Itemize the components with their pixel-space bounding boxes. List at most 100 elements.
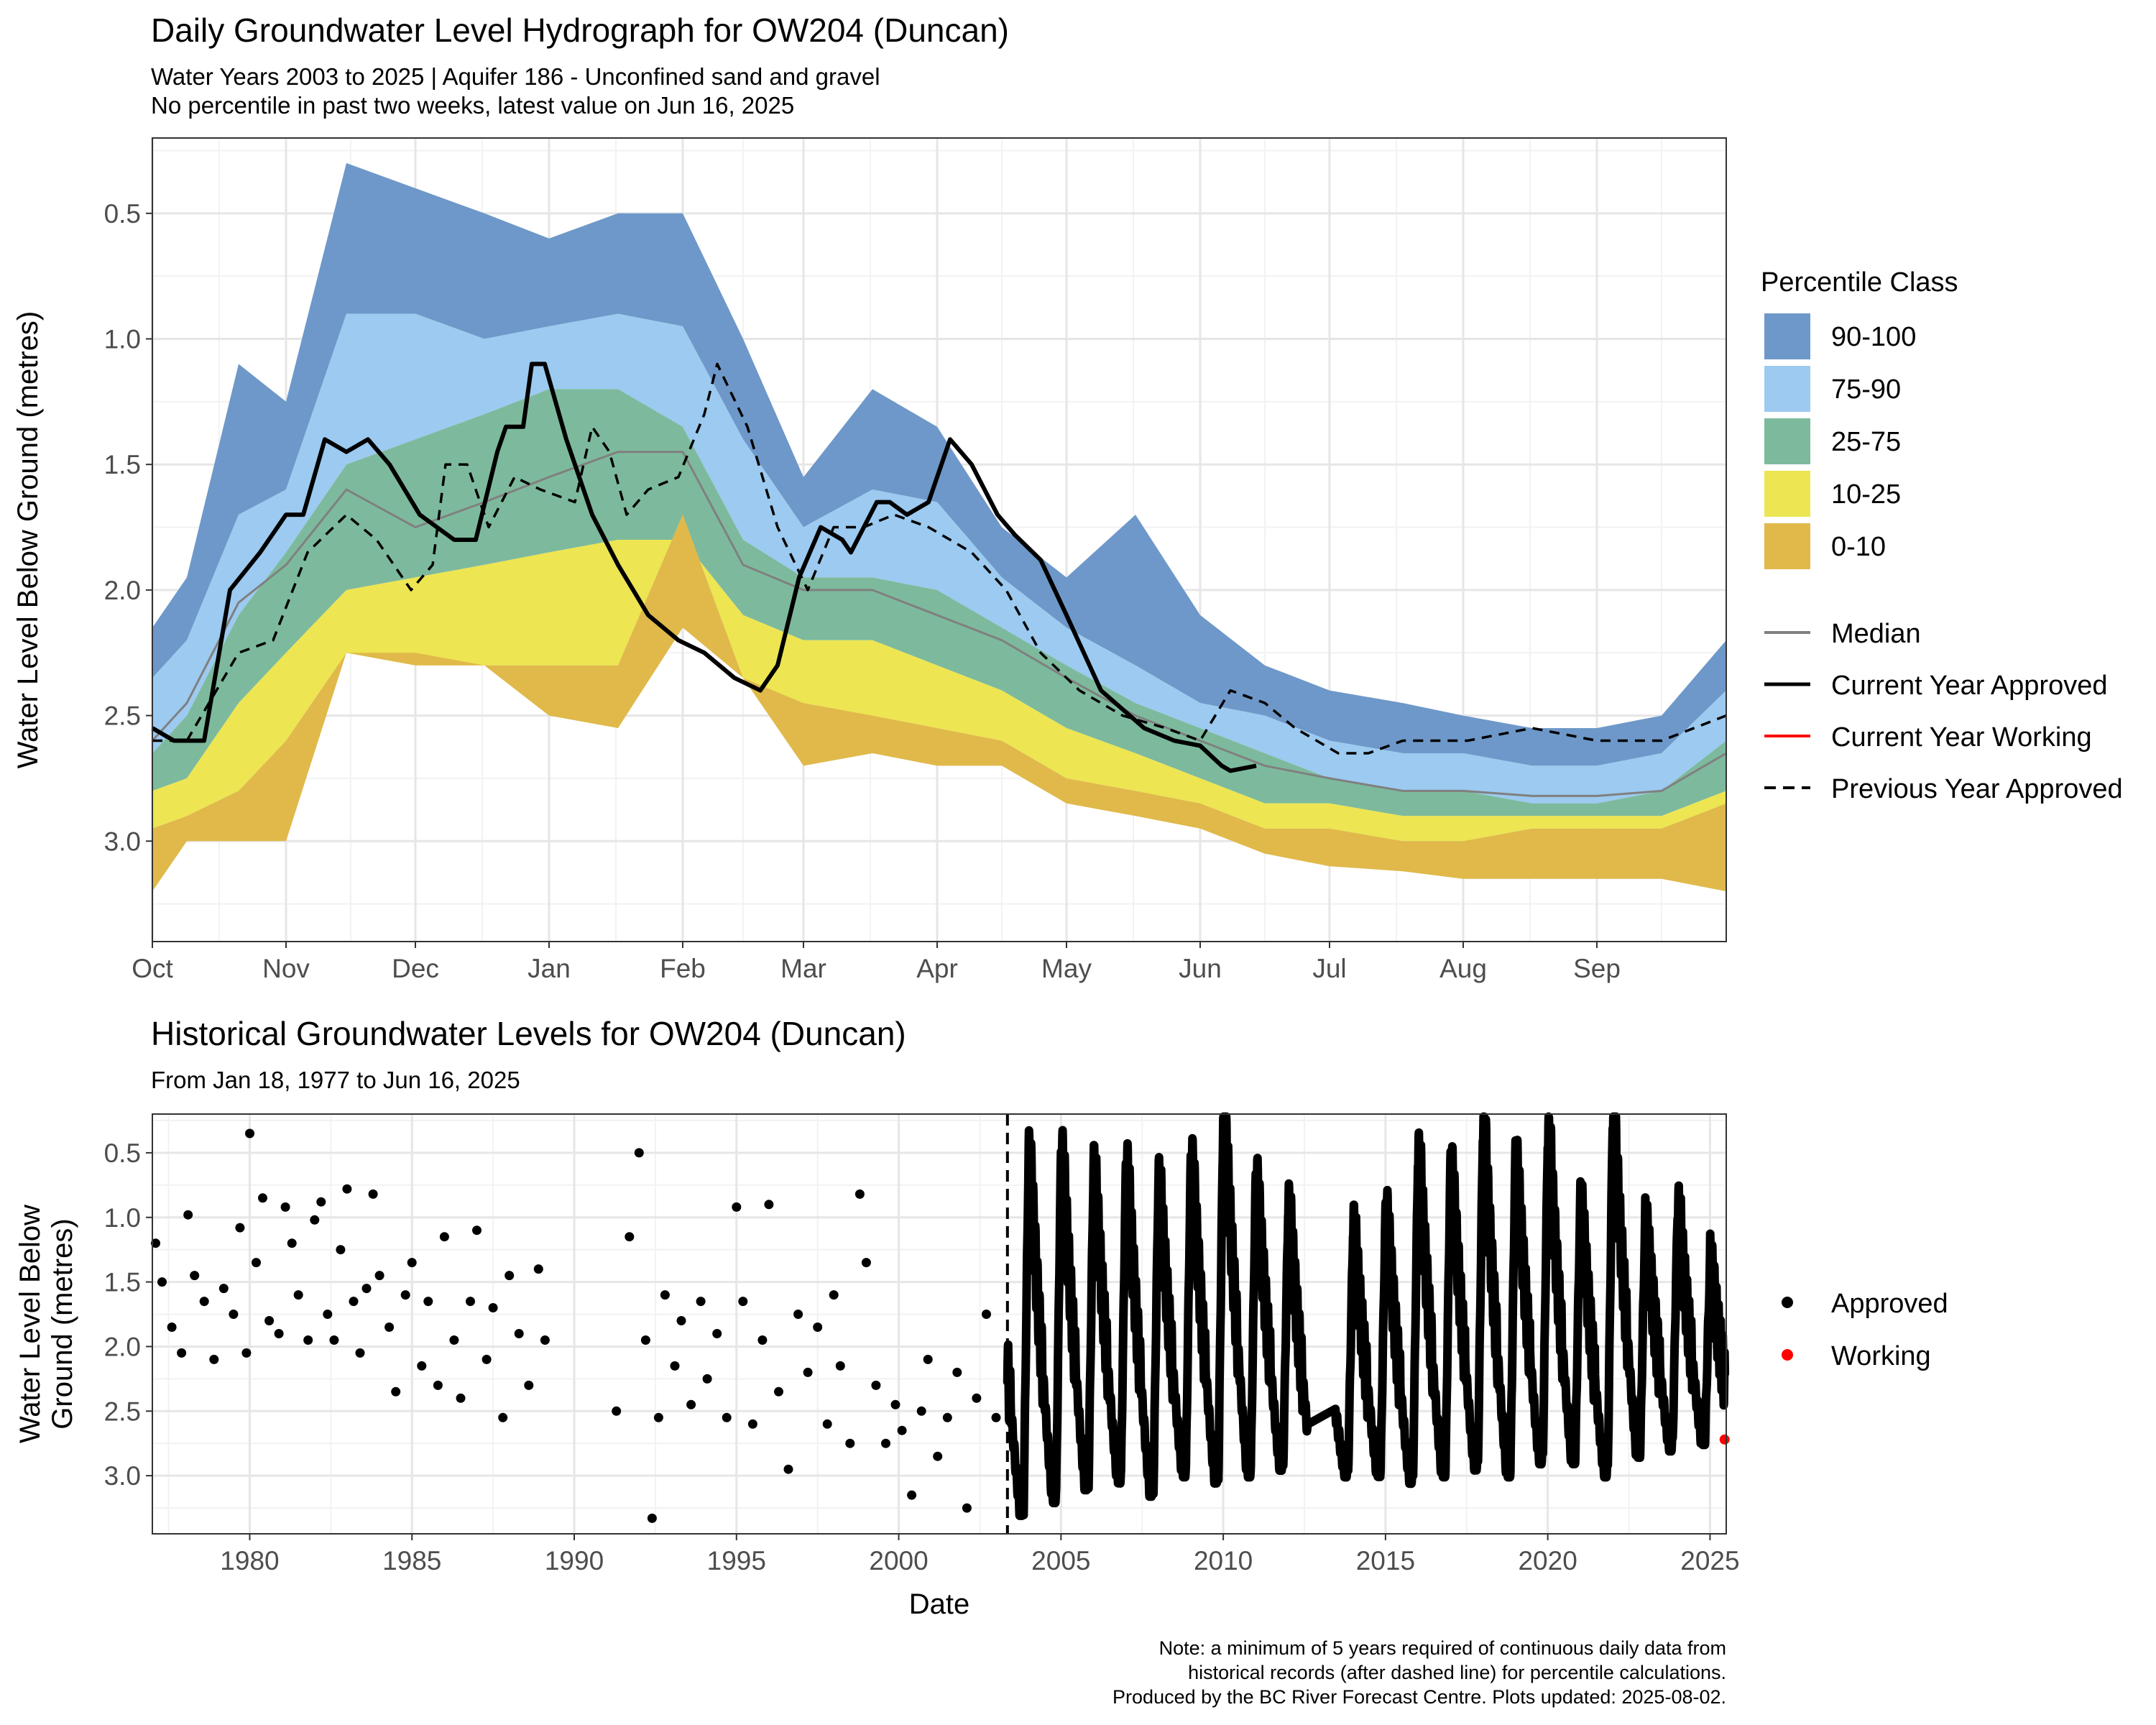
approved-point [881,1438,890,1448]
approved-point [449,1335,459,1345]
bottom-plot-border [152,1113,1727,1535]
approved-point [991,1412,1001,1422]
approved-point [391,1386,401,1397]
approved-point [241,1348,252,1358]
bottom-y-tick-label: 1.0 [104,1203,141,1233]
bottom-chart-subtitle: From Jan 18, 1977 to Jun 16, 2025 [151,1067,520,1093]
approved-point [907,1490,917,1500]
band-75-90 [152,313,1726,804]
legend-label-10-25: 10-25 [1831,479,1901,510]
bottom-x-tick-label: 1995 [707,1546,766,1576]
top-x-tick-label: Mar [780,954,826,983]
approved-point [355,1348,365,1358]
legend-label-current-year-approved: Current Year Approved [1831,671,2108,701]
approved-point [793,1310,803,1319]
approved-point [323,1310,333,1319]
approved-point [368,1189,378,1199]
top-plot-area: 0.5 1.0 1.5 2.0 2.5 3.0 Oct Nov Dec Jan Feb Mar Apr… [104,137,1727,983]
approved-point [488,1303,498,1312]
legend-label-25-75: 25-75 [1831,427,1901,457]
approved-point [933,1451,943,1461]
band-0-10 [152,515,1726,892]
top-x-tick-label: Jun [1179,954,1222,983]
bottom-points [151,1112,1730,1523]
approved-point [962,1503,972,1513]
approved-point [342,1184,352,1194]
approved-point [653,1412,663,1422]
approved-point [472,1225,482,1236]
top-y-axis: 0.5 1.0 1.5 2.0 2.5 3.0 [104,199,152,856]
working-point [1719,1434,1730,1445]
approved-point [336,1245,346,1255]
note-line-2: historical records (after dashed line) f… [1188,1662,1726,1683]
approved-point [722,1412,732,1422]
approved-point [764,1200,774,1210]
approved-point [482,1354,492,1364]
approved-point [916,1406,926,1416]
approved-point [349,1297,359,1307]
approved-point [732,1202,742,1212]
top-y-tick-label: 1.0 [104,325,141,354]
bottom-y-axis-label-line-2: Ground (metres) [47,1218,78,1429]
approved-point [738,1297,748,1307]
approved-point [696,1297,706,1307]
top-legend: Percentile Class 90-100 75-90 25-75 10-25 0-… [1761,267,2123,804]
approved-point [686,1399,696,1409]
approved-point [245,1128,254,1138]
top-x-tick-label: Jul [1312,954,1346,983]
top-y-tick-label: 1.5 [104,450,141,479]
top-x-tick-label: Dec [392,954,439,983]
approved-point [702,1374,712,1384]
top-x-tick-label: Nov [262,954,310,983]
bottom-y-tick-label: 2.5 [104,1397,141,1426]
bottom-x-axis: 1980 1985 1990 1995 2000 2005 2010 2015 2020 2025 [220,1534,1740,1576]
top-x-tick-label: Jan [528,954,571,983]
top-y-tick-label: 2.5 [104,702,141,731]
approved-point [514,1329,524,1338]
top-y-tick-label: 3.0 [104,827,141,856]
approved-point [498,1412,508,1422]
approved-point [982,1310,991,1319]
legend-label-0-10: 0-10 [1831,532,1886,562]
approved-point [505,1271,515,1281]
approved-point [803,1367,813,1377]
note-line-1: Note: a minimum of 5 years required of c… [1159,1637,1726,1659]
top-plot-border [152,137,1727,942]
previous-year-approved-line [152,362,1727,755]
bottom-x-tick-label: 1980 [220,1546,279,1576]
approved-point [757,1335,768,1345]
bottom-y-tick-label: 0.5 [104,1138,141,1168]
top-x-tick-label: Feb [660,954,706,983]
top-chart-title: Daily Groundwater Level Hydrograph for O… [151,12,1009,49]
approved-point [540,1335,550,1345]
approved-point [229,1310,239,1319]
approved-point [861,1258,871,1268]
top-series-lines [151,362,1727,797]
bottom-x-tick-label: 2000 [869,1546,928,1576]
approved-point [361,1284,372,1294]
current-year-approved-line [151,362,1257,773]
top-x-tick-label: May [1041,954,1092,983]
legend-swatch-90-100 [1764,313,1810,359]
legend-label-approved: Approved [1831,1289,1948,1319]
approved-point [293,1290,303,1300]
approved-point [890,1399,900,1409]
approved-point [280,1202,290,1212]
approved-point [157,1277,167,1287]
approved-point [235,1223,245,1233]
approved-point [209,1354,219,1364]
bottom-x-axis-label: Date [909,1588,970,1620]
approved-point [316,1197,326,1207]
bottom-x-tick-label: 2015 [1356,1546,1415,1576]
top-x-tick-label: Aug [1439,954,1487,983]
approved-point [845,1438,855,1448]
approved-point [400,1290,410,1300]
approved-point [274,1329,284,1338]
approved-point [287,1238,297,1248]
approved-point [670,1361,680,1371]
approved-point [252,1258,261,1268]
approved-point [660,1290,670,1300]
approved-point [822,1419,832,1429]
